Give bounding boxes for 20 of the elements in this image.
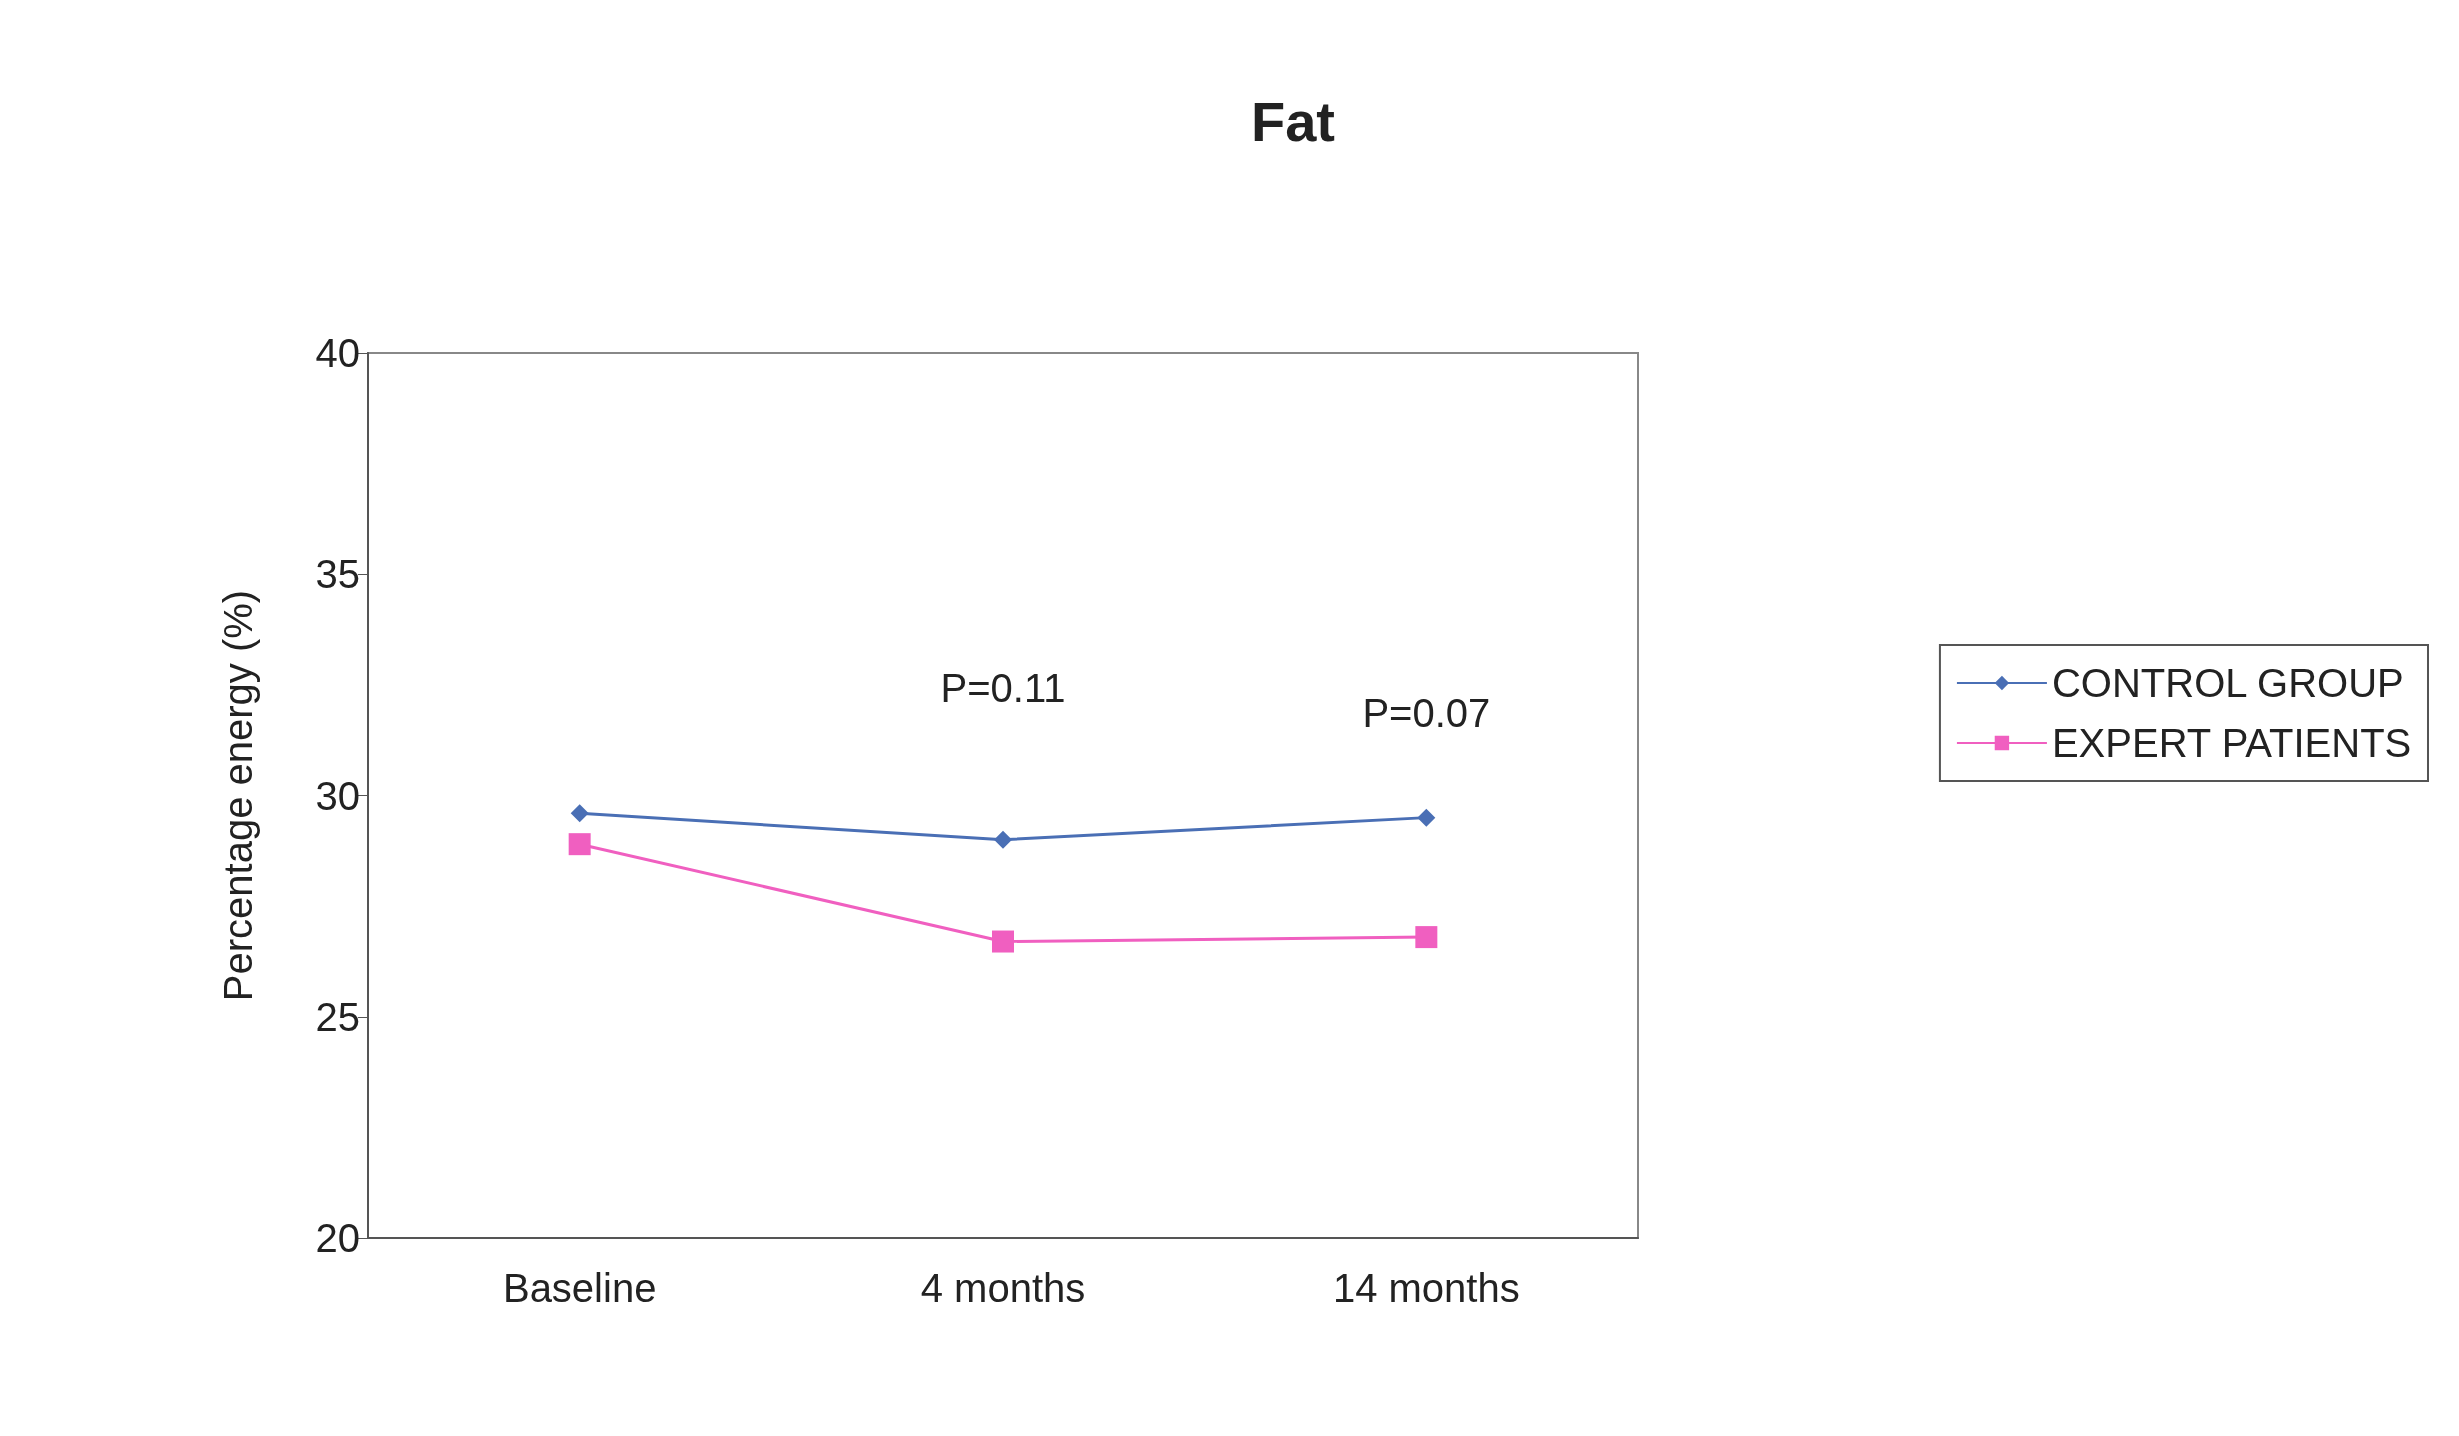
y-tick-label: 20 — [315, 1216, 360, 1260]
annotation: P=0.11 — [940, 666, 1066, 710]
point — [568, 833, 591, 856]
y-axis-title: Percentage energy (%) — [216, 589, 260, 1002]
legend-label: CONTROL GROUP — [2051, 661, 2404, 705]
y-tick-label: 40 — [315, 331, 360, 375]
point — [992, 930, 1014, 953]
point — [1417, 808, 1436, 827]
point — [994, 830, 1012, 849]
chart-title: Fat — [1251, 89, 1335, 153]
y-tick-label: 30 — [315, 773, 360, 818]
x-tick-label: 4 months — [920, 1266, 1086, 1310]
annotation: P=0.07 — [1362, 691, 1491, 735]
x-tick-label: Baseline — [502, 1266, 657, 1310]
point — [1415, 926, 1438, 949]
x-tick-label: 14 months — [1332, 1266, 1520, 1310]
legend-label: EXPERT PATIENTS — [2051, 721, 2412, 765]
y-tick-label: 35 — [315, 552, 360, 597]
point — [570, 804, 589, 823]
y-tick-label: 25 — [315, 994, 360, 1039]
